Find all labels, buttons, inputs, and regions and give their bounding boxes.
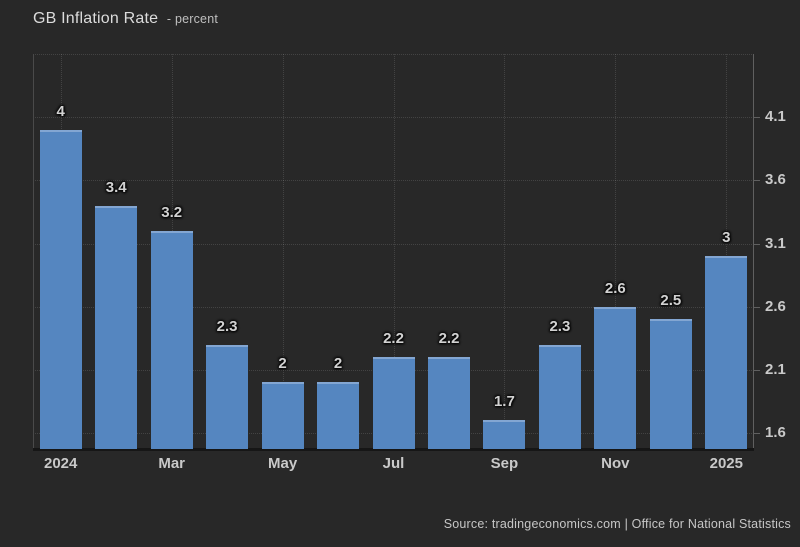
y-axis-label: 3.6 [765, 171, 786, 189]
bar[interactable] [206, 344, 249, 449]
bar[interactable] [39, 129, 82, 449]
bar[interactable] [150, 230, 193, 449]
bar-value-label: 2.5 [660, 292, 682, 310]
y-axis-tick [754, 117, 760, 119]
bar-value-label: 2.3 [216, 317, 238, 335]
gridline-horizontal [33, 243, 754, 245]
y-axis-label: 3.1 [765, 234, 786, 252]
plot-area: 4 3.4 3.2 2.3 2 2 2.2 2.2 1.7 2.3 2.6 2.5 3 [33, 54, 754, 451]
bar[interactable] [594, 306, 637, 449]
bar-value-label: 3.2 [161, 203, 183, 221]
x-axis-label: 2025 [709, 455, 743, 472]
bar-value-label: 2.2 [383, 330, 404, 348]
chart-title-text: GB Inflation Rate [33, 10, 159, 27]
bar-value-label: 2.2 [438, 330, 460, 348]
y-axis-label: 2.6 [765, 297, 786, 315]
x-axis-label: Mar [158, 455, 186, 472]
x-axis-label: May [268, 455, 298, 472]
gridline-horizontal [33, 180, 754, 182]
chart-subtitle: - percent [166, 12, 219, 26]
bar[interactable] [95, 205, 138, 449]
bar-value-label: 2.6 [604, 279, 626, 297]
y-axis-line-right [753, 54, 754, 449]
y-axis-tick [754, 369, 760, 371]
gridline-horizontal [33, 117, 754, 119]
y-axis-label: 4.1 [765, 108, 786, 126]
y-axis-tick [754, 306, 760, 308]
bar[interactable] [428, 357, 470, 449]
gridline-vertical [504, 54, 506, 449]
x-axis-label: Jul [382, 455, 405, 472]
y-axis-tick [754, 433, 760, 434]
gridline-vertical [282, 54, 284, 449]
y-axis-tick [754, 243, 760, 245]
y-axis-label: 1.6 [765, 424, 786, 441]
x-axis-line [33, 448, 754, 451]
bar-value-label: 3 [722, 229, 731, 247]
x-axis-label: 2024 [44, 455, 78, 472]
bar[interactable] [705, 256, 748, 449]
x-axis-label: Nov [601, 455, 630, 472]
bar-value-label: 4 [56, 102, 65, 120]
bar[interactable] [261, 382, 304, 449]
gridline-vertical [393, 54, 395, 449]
bar[interactable] [483, 420, 526, 449]
y-axis-line-left [33, 54, 34, 449]
bar[interactable] [372, 357, 415, 449]
bar-value-label: 1.7 [493, 393, 515, 411]
bar[interactable] [317, 382, 359, 449]
gridline-horizontal [33, 54, 754, 55]
gridline-horizontal [33, 306, 754, 308]
chart-title: GB Inflation Rate - percent [33, 10, 218, 28]
x-axis-label: Sep [490, 455, 519, 472]
bar-value-label: 2 [278, 355, 287, 373]
source-text: Source: tradingeconomics.com | Office fo… [443, 517, 791, 531]
y-axis-label: 2.1 [765, 360, 786, 378]
bar-value-label: 2 [333, 355, 343, 373]
bar[interactable] [649, 319, 692, 449]
bar[interactable] [538, 344, 581, 449]
y-axis-tick [754, 180, 760, 182]
gridline-vertical [726, 54, 728, 449]
gridline-vertical [615, 54, 617, 449]
bar-value-label: 2.3 [549, 317, 571, 335]
bar-value-label: 3.4 [105, 178, 127, 196]
